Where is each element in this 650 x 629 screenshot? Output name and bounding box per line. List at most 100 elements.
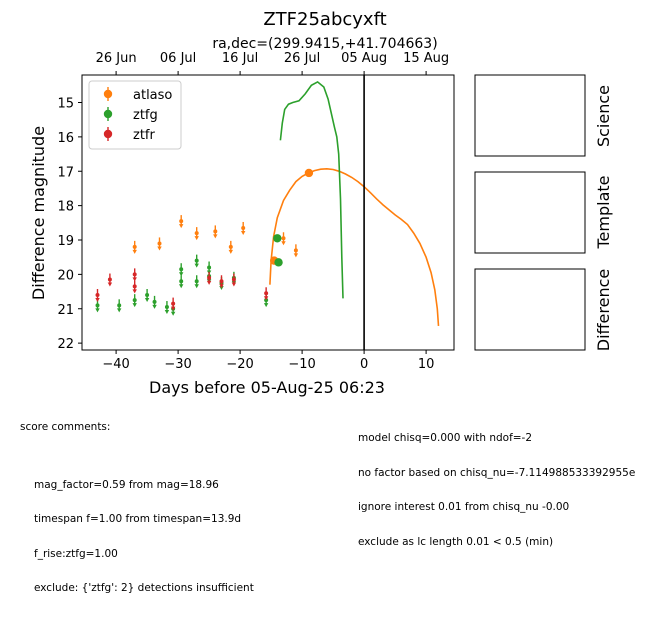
ztfr-upper-limit-point bbox=[207, 275, 212, 280]
comment-line: timespan f=1.00 from timespan=13.9d bbox=[34, 513, 242, 525]
ztfr-upper-limit-point bbox=[132, 272, 137, 277]
ztfg-model-curve bbox=[279, 80, 344, 299]
x-tick-label: −30 bbox=[164, 357, 191, 372]
plot-frame bbox=[81, 74, 455, 351]
ztfr-upper-limit-arrow bbox=[95, 298, 100, 302]
ztfr-upper-limit-point bbox=[264, 291, 269, 296]
template-label: Template bbox=[594, 175, 613, 249]
legend-marker-ztfg bbox=[103, 109, 113, 119]
ztfg-upper-limit-point bbox=[132, 298, 137, 303]
ztfr-upper-limit-arrow bbox=[132, 277, 137, 282]
score-comments-right: model chisq=0.000 with ndof=-2 no factor… bbox=[358, 410, 650, 560]
chart-subtitle: ra,dec=(299.9415,+41.704663) bbox=[212, 36, 437, 52]
legend: atlaso ztfg ztfr bbox=[88, 80, 182, 150]
ztfr-upper-limit-arrow bbox=[132, 289, 137, 294]
y-tick-label: 22 bbox=[57, 337, 74, 352]
comment-line: exclude as lc length 0.01 < 0.5 (min) bbox=[358, 535, 554, 548]
atlaso-upper-limit-point bbox=[132, 244, 137, 249]
legend-marker-atlaso bbox=[103, 89, 113, 99]
top-x-tick-label: 16 Jul bbox=[222, 51, 258, 66]
x-tick-label: 10 bbox=[418, 357, 435, 372]
atlaso-upper-limit-arrow bbox=[228, 249, 233, 254]
atlaso-upper-limit-point bbox=[228, 244, 233, 249]
ztfg-upper-limit-point bbox=[117, 303, 122, 308]
comment-line: ignore interest 0.01 from chisq_nu -0.00 bbox=[358, 501, 570, 513]
ztfg-upper-limit-point bbox=[95, 303, 100, 308]
atlaso-upper-limit-arrow bbox=[132, 249, 137, 254]
ztfg-upper-limit-point bbox=[152, 299, 157, 304]
ztfg-upper-limit-arrow bbox=[263, 303, 269, 308]
ztfr-upper-limit-point bbox=[219, 279, 224, 284]
atlaso-upper-limit-point bbox=[293, 248, 298, 253]
ztfr-upper-limit-arrow bbox=[170, 306, 176, 311]
ztfg-detection-point bbox=[274, 258, 283, 267]
ztfr-upper-limit-arrow bbox=[107, 282, 113, 287]
ztfg-upper-limit-arrow bbox=[179, 272, 184, 277]
y-tick-label: 18 bbox=[57, 200, 74, 215]
top-x-tick-label: 15 Aug bbox=[403, 51, 449, 66]
ztfg-upper-limit-arrow bbox=[152, 304, 157, 309]
ztfg-upper-limit-point bbox=[179, 267, 184, 272]
difference-panel bbox=[474, 268, 586, 351]
ztfr-upper-limit-arrow bbox=[206, 280, 212, 285]
atlaso-detection-point bbox=[304, 168, 314, 178]
comment-line: model chisq=0.000 with ndof=-2 bbox=[358, 432, 533, 444]
atlaso-upper-limit-point bbox=[213, 229, 218, 234]
y-tick-label: 20 bbox=[57, 268, 74, 283]
ztfg-upper-limit-point bbox=[145, 293, 150, 297]
x-tick-label: −20 bbox=[226, 357, 253, 372]
legend-label-ztfg: ztfg bbox=[133, 108, 158, 123]
ztfr-upper-limit-arrow bbox=[231, 282, 237, 287]
ztfg-upper-limit-arrow bbox=[117, 308, 122, 313]
ztfg-upper-limit-point bbox=[207, 265, 212, 270]
ztfg-upper-limit-arrow bbox=[95, 308, 100, 313]
ztfg-upper-limit-arrow bbox=[194, 284, 199, 289]
science-panel bbox=[474, 74, 586, 157]
ztfr-upper-limit-point bbox=[95, 293, 100, 297]
x-axis-label: Days before 05-Aug-25 06:23 bbox=[149, 378, 385, 397]
science-label: Science bbox=[594, 85, 613, 147]
atlaso-upper-limit-arrow bbox=[194, 236, 199, 241]
plot-area: −40 −30 −20 −10 0 10 26 Jun 06 Jul 16 Jul 26 Jul 0… bbox=[57, 51, 455, 372]
ztfg-upper-limit-arrow bbox=[164, 310, 170, 315]
top-x-tick-label: 05 Aug bbox=[341, 51, 387, 66]
comment-line: no factor based on chisq_nu=-7.114988533… bbox=[358, 466, 636, 479]
top-x-tick-label: 06 Jul bbox=[160, 51, 196, 66]
score-comments-left: score comments: mag_factor=0.59 from mag… bbox=[20, 399, 254, 629]
y-tick-label: 17 bbox=[57, 165, 74, 180]
ztfg-upper-limit-arrow bbox=[170, 311, 176, 316]
difference-label: Difference bbox=[594, 269, 613, 351]
legend-label-atlaso: atlaso bbox=[133, 88, 172, 103]
ztfr-upper-limit-arrow bbox=[219, 284, 224, 289]
ztfr-upper-limit-arrow bbox=[263, 296, 269, 301]
x-tick-label: −10 bbox=[288, 357, 315, 372]
top-x-tick-label: 26 Jul bbox=[284, 51, 320, 66]
y-tick-label: 19 bbox=[57, 234, 74, 249]
y-tick-label: 16 bbox=[57, 131, 74, 146]
atlaso-upper-limit-point bbox=[281, 236, 286, 241]
legend-label-ztfr: ztfr bbox=[133, 128, 155, 143]
comment-line: f_rise:ztfg=1.00 bbox=[34, 547, 118, 560]
atlaso-upper-limit-point bbox=[194, 231, 199, 236]
atlaso-upper-limit-arrow bbox=[213, 234, 218, 239]
ztfg-upper-limit-point bbox=[164, 305, 169, 310]
atlaso-upper-limit-point bbox=[179, 219, 184, 224]
atlaso-upper-limit-arrow bbox=[293, 253, 299, 258]
ztfg-upper-limit-arrow bbox=[144, 298, 150, 302]
x-tick-label: −40 bbox=[102, 357, 129, 372]
ztfr-upper-limit-point bbox=[231, 277, 236, 282]
ztfg-upper-limit-arrow bbox=[194, 263, 199, 268]
comment-line: exclude: {'ztfg': 2} detections insuffic… bbox=[34, 582, 254, 594]
atlaso-model-curve bbox=[269, 167, 440, 326]
ztfr-upper-limit-point bbox=[107, 277, 112, 282]
template-panel bbox=[474, 171, 586, 254]
atlaso-upper-limit-arrow bbox=[157, 246, 162, 251]
ztfr-upper-limit-point bbox=[132, 284, 137, 289]
ztfg-upper-limit-point bbox=[194, 258, 199, 263]
ztfg-upper-limit-point bbox=[179, 279, 184, 284]
top-x-tick-label: 26 Jun bbox=[96, 51, 137, 66]
y-tick-label: 21 bbox=[57, 303, 74, 318]
ztfg-detection-point bbox=[273, 234, 282, 243]
atlaso-upper-limit-point bbox=[241, 225, 246, 230]
ztfg-upper-limit-arrow bbox=[132, 303, 137, 308]
